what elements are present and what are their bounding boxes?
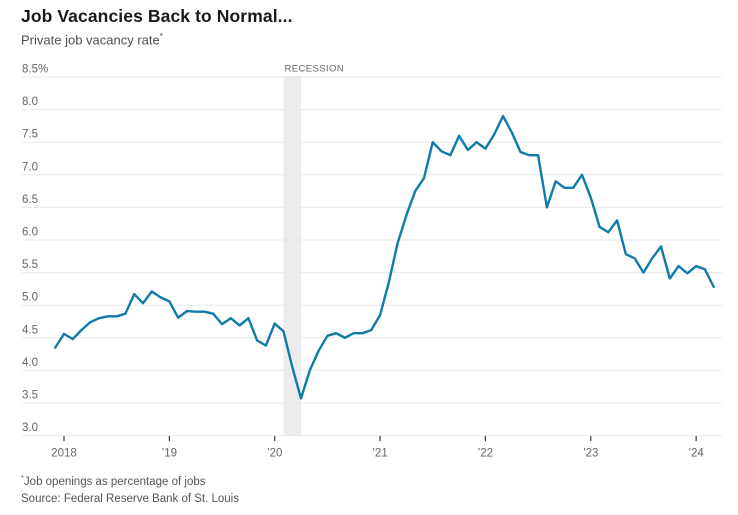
- x-axis-label-2018-01: 2018: [51, 448, 77, 460]
- chart-title: Job Vacancies Back to Normal...: [21, 6, 293, 26]
- y-axis-label-3.5: 3.5: [22, 390, 38, 402]
- x-axis-label-2024-01: ’24: [688, 448, 704, 460]
- y-axis-label-4.5: 4.5: [22, 324, 38, 336]
- x-axis-label-2023-01: ’23: [583, 448, 598, 460]
- x-axis-label-2020-01: ’20: [267, 448, 282, 460]
- x-axis-label-2021-01: ’21: [372, 448, 387, 460]
- x-axis-label-2022-01: ’22: [478, 448, 493, 460]
- y-axis-label-3: 3.0: [22, 422, 38, 434]
- y-axis-label-5: 5.0: [22, 292, 38, 304]
- footnote-marker-bottom: *: [21, 473, 24, 482]
- chart-footer: *Job openings as percentage of jobs Sour…: [21, 469, 239, 508]
- y-axis-label-4: 4.0: [22, 357, 38, 369]
- chart-subtitle: Private job vacancy rate*: [21, 32, 293, 47]
- y-axis-label-5.5: 5.5: [22, 259, 38, 271]
- gridlines-group: 8.5% 8.0 7.5 7.0 6.5 6.0 5.5 5.0 4.5 4.0 3.5 3.0: [22, 64, 722, 437]
- footnote-marker: *: [159, 32, 163, 41]
- chart-footnote: *Job openings as percentage of jobs: [21, 469, 239, 491]
- x-axis-label-2019-01: ’19: [162, 448, 177, 460]
- vacancy-rate-line: [54, 114, 715, 400]
- recession-band-group: RECESSION: [283, 64, 344, 436]
- y-axis-label-7: 7.0: [22, 161, 38, 173]
- y-axis-label-8.5: 8.5%: [22, 64, 48, 76]
- y-axis-label-7.5: 7.5: [22, 129, 38, 141]
- y-axis-label-8: 8.0: [22, 96, 38, 108]
- chart-footnote-text: Job openings as percentage of jobs: [23, 475, 206, 488]
- series-line-group: [54, 114, 715, 400]
- recession-label: RECESSION: [284, 64, 344, 75]
- chart-source: Source: Federal Reserve Bank of St. Loui…: [21, 492, 239, 505]
- chart-header: Job Vacancies Back to Normal... Private …: [21, 6, 293, 47]
- y-axis-label-6: 6.0: [22, 227, 38, 239]
- recession-band: [283, 76, 302, 436]
- chart-subtitle-text: Private job vacancy rate: [21, 32, 160, 48]
- x-axis-group: 2018 ’19 ’20 ’21 ’22 ’23 ’24: [51, 436, 704, 460]
- y-axis-label-6.5: 6.5: [22, 194, 38, 206]
